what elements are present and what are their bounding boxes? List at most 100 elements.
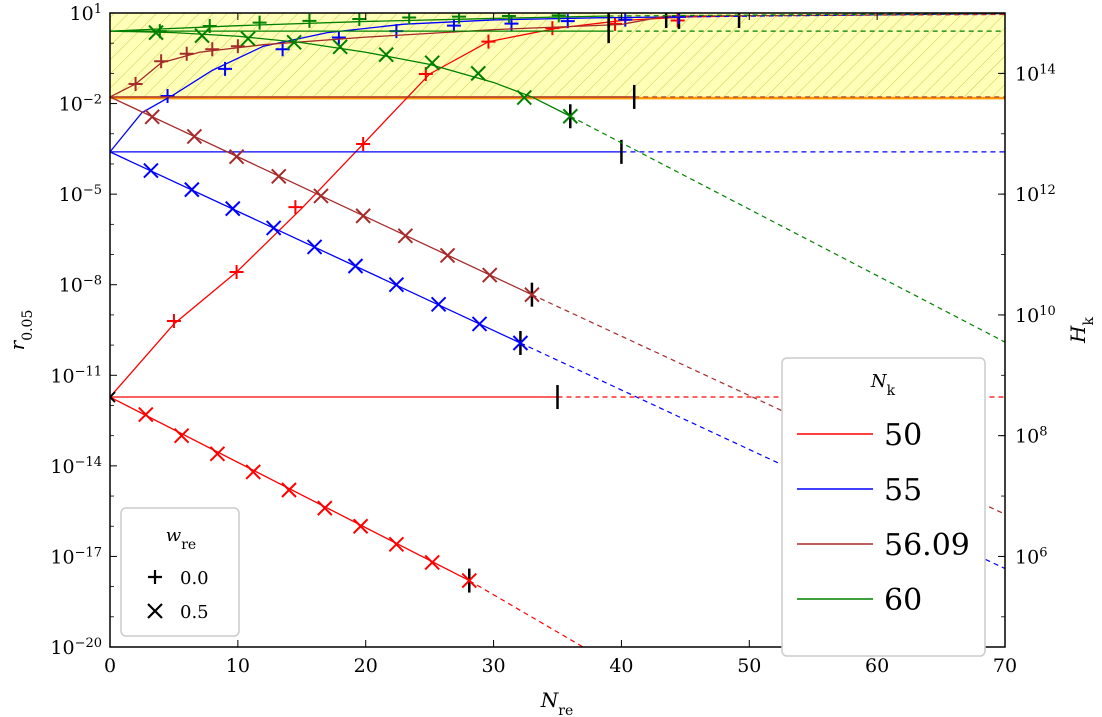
y-right-tick-label: 1010	[1015, 303, 1056, 327]
plus-symbol	[148, 570, 162, 584]
x-marker	[317, 500, 333, 516]
x-tick-label: 50	[737, 655, 761, 677]
plus-marker	[481, 34, 496, 49]
series-legend-title: Nk	[870, 371, 896, 399]
x-marker	[430, 296, 447, 313]
y-tick-label: 10−14	[50, 454, 102, 478]
marker-legend-label: 0.0	[180, 568, 209, 589]
marker-legend-entry: 0.5	[147, 602, 209, 623]
series-line	[110, 15, 667, 98]
y-right-tick-label: 106	[1015, 545, 1047, 569]
series-line	[110, 15, 609, 32]
x-marker	[138, 406, 154, 423]
series-extrapolation	[570, 115, 1005, 343]
y-axis-title: r0.05	[5, 310, 36, 351]
x-tick-label: 30	[481, 655, 505, 677]
series-7	[110, 84, 1005, 109]
plus-marker	[402, 13, 417, 25]
y-right-tick-label: 1014	[1015, 62, 1056, 86]
x-marker	[524, 286, 540, 303]
marker-legend-box	[120, 507, 240, 637]
x-marker	[378, 46, 394, 63]
y-right-tick-label: 108	[1015, 424, 1047, 448]
x-marker	[388, 277, 405, 293]
x-marker	[143, 162, 159, 179]
y-right-axis-title: Hk	[1066, 317, 1097, 344]
series-2	[110, 396, 584, 647]
plus-marker	[218, 61, 233, 76]
legend-label: 60	[884, 583, 922, 618]
plus-marker	[356, 137, 371, 152]
x-marker	[388, 536, 405, 553]
marker-legend-label: 0.5	[180, 602, 209, 623]
plus-marker	[288, 200, 303, 215]
x-marker	[271, 168, 287, 185]
plus-marker	[671, 13, 686, 24]
legend-label: 55	[884, 473, 922, 508]
y-right-tick-label: 1012	[1015, 183, 1056, 207]
x-marker	[306, 239, 323, 255]
x-marker	[470, 65, 486, 82]
series-extrapolation	[666, 13, 1005, 17]
origin-marker	[110, 391, 116, 403]
plus-marker	[545, 21, 560, 36]
y-tick-label: 10−5	[59, 183, 102, 207]
x-marker	[225, 200, 241, 217]
y-tick-label: 10−2	[59, 92, 102, 116]
plus-marker	[551, 13, 566, 23]
marker-legend: wre 0.0 0.5	[120, 507, 240, 637]
x-marker	[186, 128, 203, 145]
plus-marker	[166, 313, 181, 328]
plus-marker	[154, 54, 169, 69]
x-tick-label: 20	[354, 655, 378, 677]
plus-marker	[160, 89, 175, 104]
series-line	[110, 16, 679, 153]
x-marker	[194, 27, 210, 44]
x-marker	[240, 30, 256, 47]
plus-marker	[501, 13, 516, 24]
x-marker	[332, 39, 348, 55]
series-layer	[110, 13, 1005, 647]
x-marker	[562, 108, 578, 124]
series-legend: Nk 50 55 56.09 60	[781, 357, 986, 657]
x-marker	[173, 427, 190, 444]
x-marker	[439, 247, 456, 264]
axes: 0 10 20 30 40 50 60 70 101 10−2 10−5 10−8 10−11 10−14…	[5, 2, 1097, 717]
series-4	[110, 139, 1005, 164]
x-tick-label: 0	[104, 655, 116, 677]
legend-label: 50	[884, 418, 922, 453]
x-marker	[313, 188, 329, 204]
cross-symbol	[147, 603, 163, 619]
y-tick-label: 101	[70, 2, 102, 26]
x-marker	[144, 109, 160, 125]
plus-marker	[205, 42, 220, 57]
x-axis-title: Nre	[540, 688, 573, 717]
x-marker	[482, 267, 498, 283]
plus-marker	[331, 30, 346, 45]
x-marker	[461, 572, 477, 589]
series-legend-box	[781, 357, 986, 657]
x-marker	[516, 89, 532, 106]
x-tick-label: 10	[226, 655, 250, 677]
x-marker	[424, 55, 440, 71]
x-marker	[355, 208, 371, 224]
x-marker	[286, 34, 302, 50]
marker-legend-title: wre	[166, 525, 196, 553]
plus-marker	[230, 39, 245, 54]
x-tick-label: 40	[609, 655, 633, 677]
x-marker	[397, 228, 414, 244]
y-tick-label: 10−17	[50, 545, 102, 569]
plus-marker	[302, 13, 317, 28]
series-11	[110, 24, 1005, 343]
x-marker	[352, 518, 369, 534]
plus-marker	[608, 16, 623, 31]
x-marker	[209, 446, 226, 462]
plus-marker	[504, 16, 519, 31]
series-extrapolation	[468, 580, 584, 647]
y-tick-label: 10−8	[59, 273, 102, 297]
plus-marker	[446, 18, 461, 33]
legend-label: 56.09	[884, 528, 970, 563]
x-marker	[184, 181, 200, 198]
plus-marker	[229, 265, 244, 280]
